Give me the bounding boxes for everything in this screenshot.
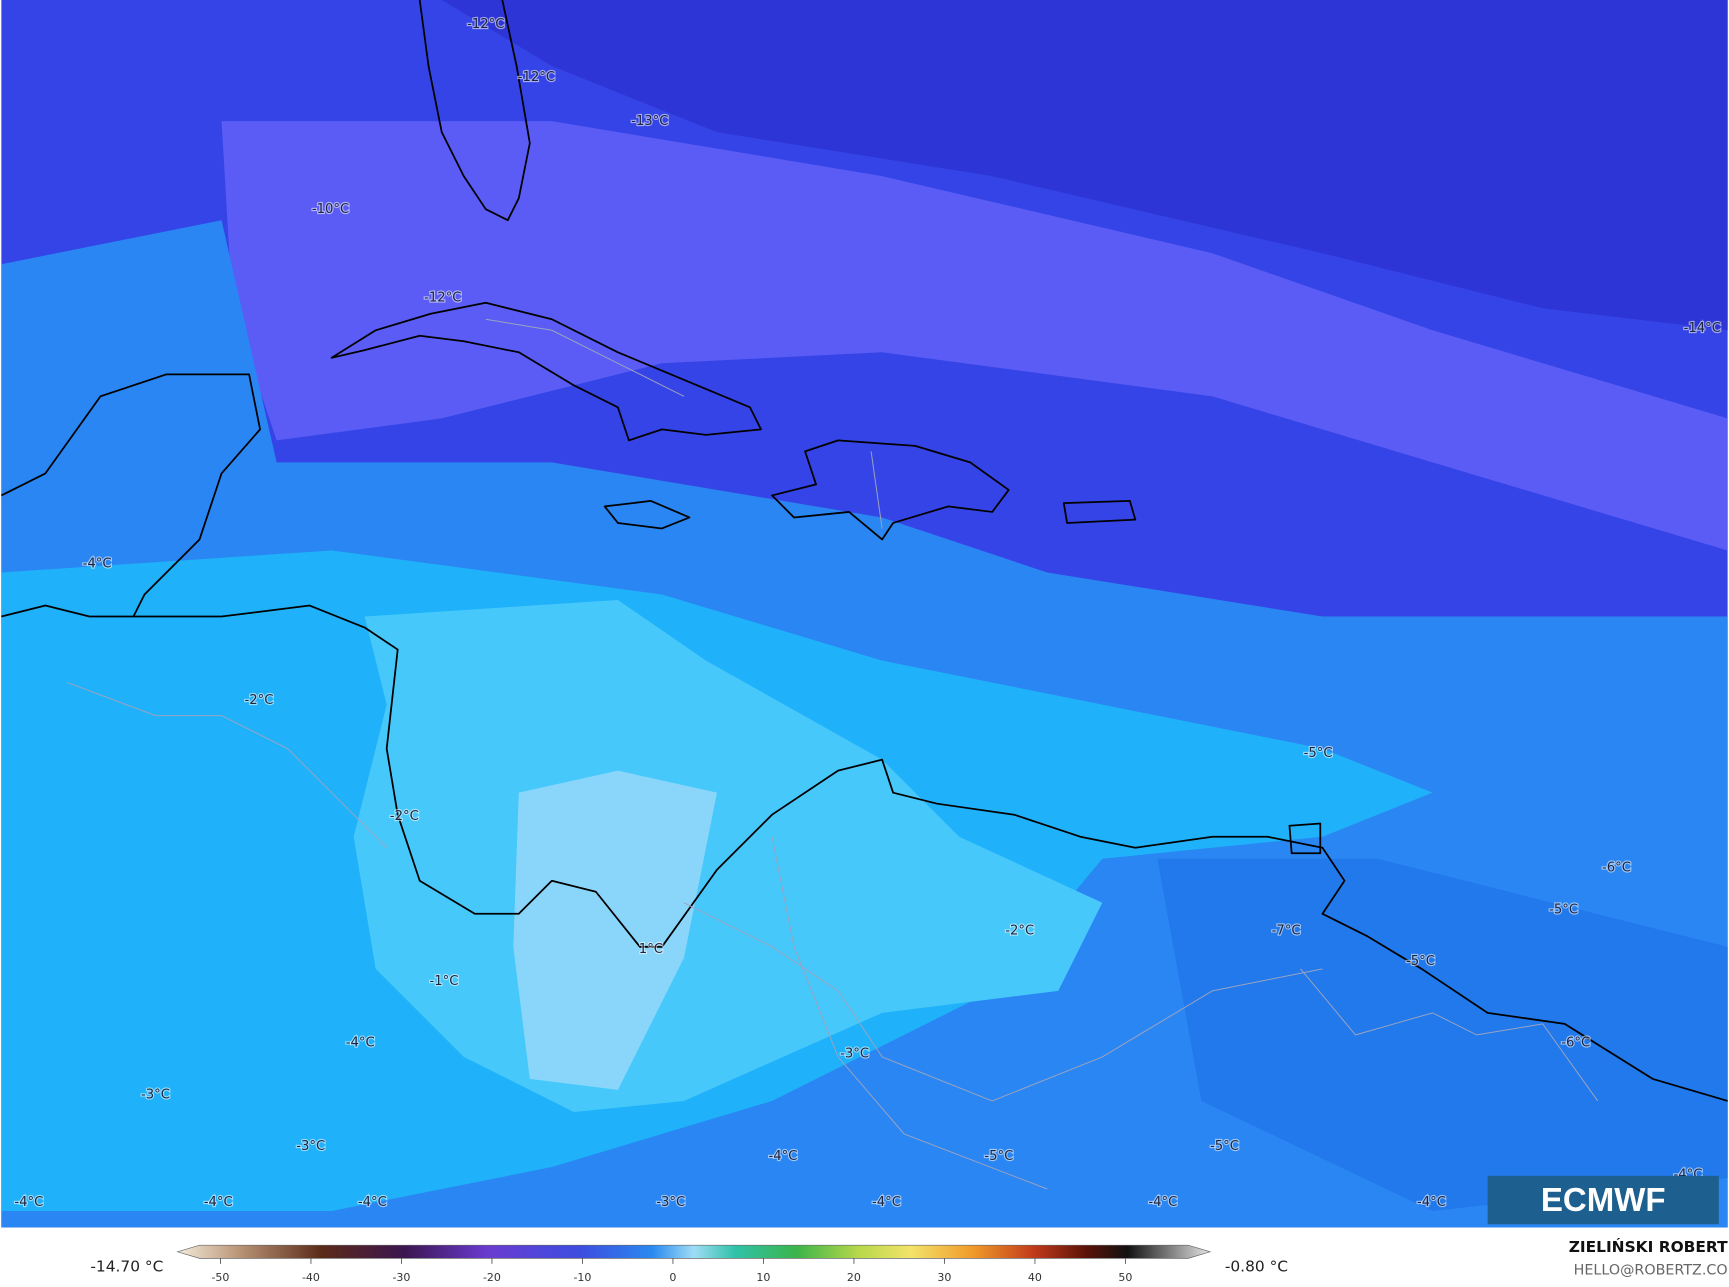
colorbar: -50 -40 -30 -20 -10 0 10 20 30 40 50 — [176, 1244, 1212, 1284]
colorbar-tick-label: 40 — [1028, 1271, 1042, 1284]
temperature-label: -6°C — [1561, 1036, 1590, 1051]
temperature-label: -5°C — [1210, 1139, 1239, 1154]
colorbar-tick-label: 30 — [937, 1271, 951, 1284]
temperature-label: -4°C — [1417, 1195, 1446, 1210]
temperature-label: -13°C — [631, 114, 668, 129]
colorbar-tick-label: -50 — [211, 1271, 229, 1284]
min-label: -14.70 °C — [90, 1258, 163, 1276]
temperature-label: -14°C — [1684, 321, 1721, 336]
temperature-label: -5°C — [1549, 902, 1578, 917]
temperature-label: -3°C — [141, 1087, 170, 1102]
temperature-label: -6°C — [1602, 861, 1631, 876]
colorbar-scale — [176, 1244, 1212, 1259]
max-label: -0.80 °C — [1225, 1258, 1288, 1276]
borders — [67, 318, 1599, 1190]
temperature-label: -10°C — [312, 202, 349, 217]
logo: ECMWF — [1487, 1175, 1719, 1225]
temperature-label: -4°C — [14, 1195, 43, 1210]
colorbar-tick-label: 20 — [847, 1271, 861, 1284]
temperature-label: -4°C — [1148, 1195, 1177, 1210]
temperature-label: -12°C — [467, 17, 504, 32]
temperature-label: -5°C — [1406, 954, 1435, 969]
temperature-label: -2°C — [1005, 923, 1034, 938]
credit-name: ZIELIŃSKI ROBERT — [1569, 1237, 1728, 1256]
temperature-label: -5°C — [984, 1149, 1013, 1164]
logo-text: ECMWF — [1541, 1181, 1666, 1218]
colorbar-tick-label: 50 — [1118, 1271, 1132, 1284]
colorbar-tick-label: -20 — [483, 1271, 501, 1284]
temperature-label: -7°C — [1272, 923, 1301, 938]
temperature-label: -12°C — [518, 70, 555, 85]
temperature-label: -4°C — [204, 1195, 233, 1210]
colorbar-tick-label: 0 — [669, 1271, 676, 1284]
colorbar-tick-label: -30 — [392, 1271, 410, 1284]
temperature-label: -3°C — [656, 1195, 685, 1210]
temperature-label: -3°C — [840, 1047, 869, 1062]
temperature-label: -4°C — [358, 1195, 387, 1210]
colorbar-tick-label: -40 — [302, 1271, 320, 1284]
colorbar-tick-label: -10 — [573, 1271, 591, 1284]
temperature-label: -5°C — [1304, 746, 1333, 761]
temperature-label: -2°C — [244, 693, 273, 708]
map-background — [1, 0, 1728, 1228]
temperature-label: -4°C — [346, 1036, 375, 1051]
temperature-label: -2°C — [390, 809, 419, 824]
credit-contact: HELLO@ROBERTZ.CO — [1574, 1262, 1728, 1278]
logo-box — [1487, 1175, 1719, 1225]
colorbar-tick-label: 10 — [756, 1271, 770, 1284]
temperature-label: -3°C — [296, 1139, 325, 1154]
temperature-label: -4°C — [872, 1195, 901, 1210]
coastlines — [0, 0, 1728, 1102]
temperature-label: -12°C — [424, 290, 461, 305]
temperature-label: -4°C — [83, 557, 112, 572]
temperature-label: -4°C — [769, 1149, 798, 1164]
temperature-label: 1°C — [639, 942, 663, 957]
temperature-label: -1°C — [429, 974, 458, 989]
